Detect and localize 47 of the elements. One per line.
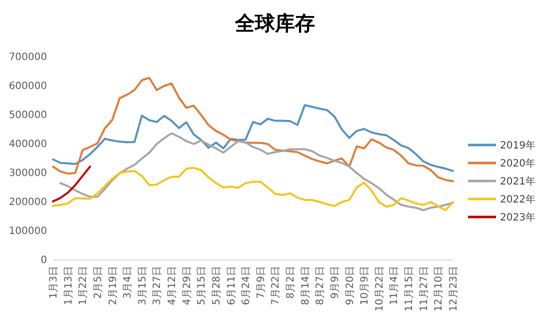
y-tick-label: 700000	[8, 52, 47, 64]
y-tick-label: 600000	[8, 81, 47, 92]
x-tick-label: 11月27日	[418, 266, 430, 312]
y-tick-label: 100000	[8, 226, 47, 238]
x-tick-label: 2月19日	[108, 266, 119, 306]
line-series	[52, 104, 454, 172]
x-tick-label: 11月4日	[389, 266, 400, 306]
x-tick-label: 8月14日	[300, 266, 312, 306]
x-tick-label: 3月27日	[152, 266, 164, 306]
x-tick-label: 4月29日	[182, 266, 193, 306]
y-tick-label: 400000	[8, 139, 47, 150]
x-tick-label: 3月15日	[137, 266, 148, 306]
x-tick-label: 9月9日	[330, 266, 341, 299]
legend-label: 2023年	[500, 212, 536, 224]
x-tick-label: 5月15日	[196, 266, 208, 306]
legend-label: 2020年	[500, 158, 536, 170]
chart-title: 全球库存	[234, 11, 315, 35]
x-tick-label: 8月27日	[315, 266, 326, 306]
x-tick-label: 7月22日	[270, 266, 282, 306]
x-tick-label: 11月15日	[404, 266, 416, 312]
x-tick-label: 3月4日	[122, 266, 134, 299]
x-tick-label: 12月23日	[448, 266, 460, 312]
line-series	[59, 132, 454, 212]
x-tick-label: 1月22日	[78, 266, 90, 306]
x-tick-label: 8月2日	[286, 266, 297, 299]
x-tick-label: 9月20日	[344, 266, 356, 306]
x-tick-label: 5月28日	[211, 266, 222, 306]
legend-label: 2021年	[500, 176, 536, 188]
x-tick-label: 4月12日	[167, 266, 178, 306]
y-tick-label: 300000	[8, 168, 47, 180]
legend-label: 2022年	[500, 194, 536, 206]
y-tick-label: 500000	[8, 110, 47, 122]
x-tick-label: 10月9日	[360, 266, 371, 306]
x-tick-label: 1月13日	[63, 266, 74, 306]
x-tick-label: 7月9日	[256, 266, 267, 299]
line-series	[52, 166, 92, 202]
y-tick-label: 200000	[8, 197, 47, 208]
x-tick-label: 6月11日	[226, 266, 238, 306]
x-tick-label: 6月24日	[241, 266, 252, 306]
x-tick-label: 12月10日	[434, 266, 445, 312]
y-tick-label: 0	[40, 255, 47, 266]
legend-label: 2019年	[500, 140, 536, 152]
line-series	[52, 166, 454, 212]
x-tick-label: 10月22日	[374, 266, 386, 312]
line-series	[52, 76, 454, 182]
x-tick-label: 2月5日	[92, 266, 104, 299]
x-tick-label: 1月3日	[48, 266, 60, 299]
